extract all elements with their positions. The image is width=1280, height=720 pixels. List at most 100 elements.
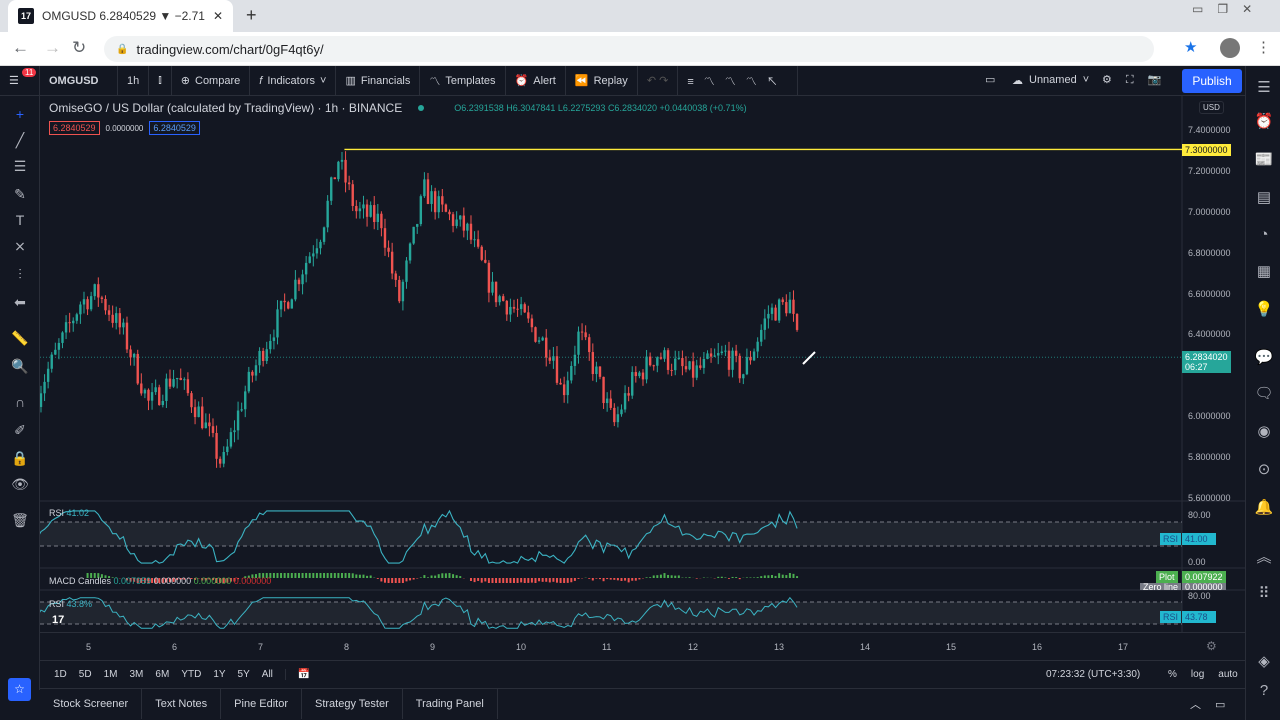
macd-bar	[383, 578, 386, 583]
range-1y[interactable]: 1Y	[213, 669, 226, 680]
settings-fullscreen-snapshot[interactable]: ⚙⛶📷	[1102, 74, 1176, 86]
news-icon[interactable]: 📰	[1254, 151, 1274, 168]
candle	[272, 337, 276, 341]
brush-icon[interactable]: ✎	[14, 186, 26, 202]
window-controls[interactable]: ▭❐✕	[1192, 2, 1267, 16]
tab-trading-panel[interactable]: Trading Panel	[403, 688, 498, 719]
main-menu-button[interactable]: ☰ 11	[0, 65, 40, 96]
macd-bar	[93, 573, 96, 578]
candle	[688, 361, 691, 370]
alarm-clock-icon[interactable]: ⏰	[1254, 113, 1274, 130]
candle	[616, 414, 620, 423]
tab-pine-editor[interactable]: Pine Editor	[221, 688, 302, 719]
range-3m[interactable]: 3M	[129, 669, 144, 680]
scale-log[interactable]: log	[1190, 669, 1205, 680]
financials-button[interactable]: ▥ Financials	[336, 65, 421, 96]
close-tab-icon[interactable]: ✕	[212, 9, 223, 23]
range-ytd[interactable]: YTD	[181, 669, 202, 680]
browser-tab[interactable]: 17 OMGUSD 6.2840529 ▼ −2.71% U ✕	[8, 0, 233, 32]
eye-icon[interactable]: 👁	[11, 476, 29, 492]
new-tab-icon[interactable]: +	[246, 5, 257, 25]
macd-bar	[509, 578, 512, 583]
range-1d[interactable]: 1D	[54, 669, 67, 680]
bell-icon[interactable]: 🔔	[1254, 499, 1274, 516]
dom-icon[interactable]: ⠿	[1258, 585, 1270, 602]
reload-icon[interactable]: ↻	[72, 38, 87, 57]
layers-icon[interactable]: ◈	[1258, 653, 1270, 670]
interval-button[interactable]: 1h	[118, 65, 150, 96]
candle	[143, 389, 147, 394]
watchlist-star-icon[interactable]: ☆	[8, 678, 31, 701]
macd-bar	[262, 573, 265, 578]
axis-settings-icon[interactable]: ⚙	[1206, 639, 1217, 653]
profile-avatar[interactable]	[1220, 38, 1240, 58]
templates-button[interactable]: 〽 Templates	[420, 65, 506, 96]
chevrons-icon[interactable]: ︽	[1256, 549, 1272, 566]
pencil-lock-icon[interactable]: ✐	[14, 422, 26, 438]
compare-button[interactable]: ⊕ Compare	[172, 65, 251, 96]
clock[interactable]: 07:23:32 (UTC+3:30)	[1046, 669, 1141, 680]
macd-bar	[663, 573, 666, 578]
replay-button[interactable]: ⏪ Replay	[566, 65, 638, 96]
candle	[545, 337, 548, 358]
magnet-icon[interactable]: ∩	[14, 394, 26, 410]
hotlist-icon[interactable]: ◔	[1259, 226, 1269, 243]
scale-%[interactable]: %	[1168, 669, 1177, 680]
bookmark-star-icon[interactable]: ★	[1184, 39, 1198, 56]
ruler-icon[interactable]: 📏	[11, 330, 29, 346]
sell-button[interactable]: 6.2840529	[49, 121, 100, 135]
buy-button[interactable]: 6.2840529	[149, 121, 200, 135]
candles-icon: ⫾	[158, 74, 162, 86]
range-all[interactable]: All	[261, 669, 273, 680]
tab-stock-screener[interactable]: Stock Screener	[40, 688, 143, 719]
tab-text-notes[interactable]: Text Notes	[142, 688, 222, 719]
layout-icon[interactable]: ▭	[985, 74, 996, 86]
symbol-search[interactable]: OMGUSD	[40, 65, 118, 96]
range-1m[interactable]: 1M	[103, 669, 118, 680]
macd-bar	[638, 578, 641, 580]
trend-line-icon[interactable]: ╱	[15, 132, 25, 148]
watchlist-icon[interactable]: ☰	[1257, 79, 1271, 96]
macd-bar	[491, 578, 494, 583]
menu-icon[interactable]: ⋮	[1256, 39, 1271, 56]
zoom-icon[interactable]: 🔍	[11, 358, 29, 374]
chats-icon[interactable]: 💬	[1254, 349, 1274, 366]
text-icon[interactable]: T	[15, 212, 25, 228]
comment-icon[interactable]: 🗨	[1254, 385, 1274, 402]
crosshair-icon[interactable]: +	[15, 106, 25, 122]
macd-bar	[301, 573, 304, 578]
chart-type-button[interactable]: ⫾	[149, 65, 172, 96]
url-input[interactable]: 🔒 tradingview.com/chart/0gF4qt6y/	[104, 36, 1154, 62]
indicators-button[interactable]: f Indicators ˅	[250, 65, 337, 96]
streams-icon[interactable]: ◉	[1257, 423, 1271, 440]
forward-icon[interactable]: →	[44, 38, 61, 57]
range-5y[interactable]: 5Y	[237, 669, 250, 680]
fib-icon[interactable]: ☰	[13, 158, 27, 174]
pattern-icon[interactable]: ⨯	[14, 238, 26, 254]
calendar-icon[interactable]: ▦	[1256, 263, 1272, 280]
data-window-icon[interactable]: ▤	[1256, 189, 1272, 206]
range-6m[interactable]: 6M	[155, 669, 170, 680]
panel-controls[interactable]: ︿▭	[1190, 699, 1240, 711]
goto-date-icon[interactable]: 📅	[284, 669, 310, 680]
alert-button[interactable]: ⏰ Alert	[506, 65, 566, 96]
help-icon[interactable]: ?	[1259, 682, 1269, 699]
tab-strategy-tester[interactable]: Strategy Tester	[302, 688, 403, 719]
macd-bar	[520, 578, 523, 583]
back-icon[interactable]: ←	[12, 38, 29, 57]
broadcast-icon[interactable]: ⊙	[1257, 461, 1271, 478]
prediction-icon[interactable]: ⫶	[18, 266, 22, 282]
currency-selector[interactable]: USD	[1199, 101, 1224, 114]
drawing-tools[interactable]: ≡〽〽〽↖	[678, 65, 798, 96]
range-5d[interactable]: 5D	[78, 669, 92, 680]
time-axis[interactable]: ⚙ 5 6 7 8 9 10 11 12 13 14 15 16 17	[40, 632, 1245, 660]
undo-redo[interactable]: ↶ ↷	[638, 65, 679, 96]
chart-canvas[interactable]	[40, 96, 1245, 632]
publish-button[interactable]: Publish	[1182, 69, 1242, 93]
lock-icon[interactable]: 🔒	[11, 450, 29, 466]
scale-auto[interactable]: auto	[1218, 669, 1238, 680]
arrow-left-icon[interactable]: ⬅	[14, 294, 26, 310]
layout-name-button[interactable]: ☁ Unnamed ˅	[1012, 74, 1090, 87]
trash-icon[interactable]: 🗑	[11, 512, 29, 528]
ideas-bulb-icon[interactable]: 💡	[1254, 301, 1274, 318]
